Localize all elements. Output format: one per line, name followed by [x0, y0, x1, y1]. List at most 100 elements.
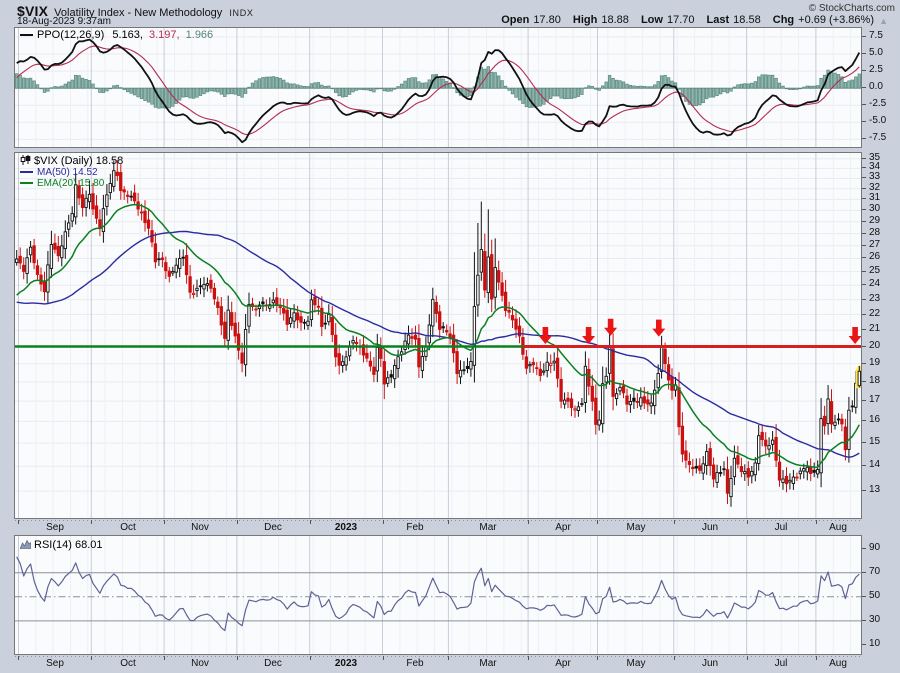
y-tick-mark	[862, 363, 866, 364]
x-month-label: Dec	[264, 658, 282, 669]
chart-datetime: 18-Aug-2023 9:37am	[17, 16, 111, 27]
y-tick-mark	[862, 177, 866, 178]
x-tick-mark	[448, 656, 449, 660]
x-month-label: May	[626, 522, 646, 533]
chg-up-icon: ▲	[879, 16, 888, 26]
x-axis-months-bottom: Sep Oct Nov Dec 2023 Feb Mar Apr May Jun Jul Aug	[14, 655, 862, 671]
open-value: 17.80	[533, 14, 561, 26]
last-label: Last	[706, 14, 730, 26]
y-tick-mark	[862, 490, 866, 491]
y-tick-mark	[862, 420, 866, 421]
y-tick-label: 30	[869, 614, 881, 625]
y-tick-label: 0.0	[869, 81, 883, 92]
x-month-label: Feb	[406, 522, 424, 533]
x-tick-mark	[448, 520, 449, 524]
x-month-label: Apr	[555, 522, 571, 533]
x-tick-mark	[91, 520, 92, 524]
y-tick-label: 90	[869, 542, 881, 553]
x-month-label: Jun	[701, 658, 719, 669]
y-tick-label: 13	[869, 484, 881, 495]
y-tick-label: -2.5	[869, 98, 887, 109]
y-tick-label: 30	[869, 203, 881, 214]
y-tick-label: 28	[869, 227, 881, 238]
high-label: High	[572, 14, 598, 26]
open-label: Open	[501, 14, 530, 26]
y-tick-mark	[862, 209, 866, 210]
y-tick-label: 24	[869, 278, 881, 289]
y-tick-mark	[862, 329, 866, 330]
x-axis-tick-dots	[15, 656, 861, 657]
x-month-label: Feb	[406, 658, 424, 669]
x-tick-mark	[674, 520, 675, 524]
x-tick-mark	[237, 656, 238, 660]
y-tick-mark	[862, 257, 866, 258]
x-month-label: Apr	[555, 658, 571, 669]
chart-header: $VIX Volatility Index - New Methodology IN…	[17, 3, 254, 21]
y-tick-label: 23	[869, 293, 881, 304]
chg-label: Chg	[772, 14, 795, 26]
y-tick-mark	[862, 381, 866, 382]
low-label: Low	[640, 14, 663, 26]
down-arrow-annotation	[652, 319, 666, 337]
x-tick-mark	[816, 520, 817, 524]
price-y-axis: 35 34 33 32 31 30 29 28 27 26 25 24 23 22 21 20 19 18 17 16…	[862, 152, 900, 519]
y-tick-label: 20	[869, 340, 881, 351]
y-tick-label: 26	[869, 251, 881, 262]
y-tick-label: 25	[869, 265, 881, 276]
y-tick-label: 22	[869, 308, 881, 319]
y-tick-mark	[862, 572, 866, 573]
y-tick-mark	[862, 138, 866, 139]
y-tick-label: 70	[869, 566, 881, 577]
y-tick-mark	[862, 221, 866, 222]
x-tick-mark	[383, 520, 384, 524]
x-tick-mark	[597, 520, 598, 524]
y-tick-mark	[862, 644, 866, 645]
x-month-label: Jun	[701, 522, 719, 533]
low-value: 17.70	[666, 14, 695, 26]
price-panel	[14, 152, 862, 519]
y-tick-mark	[862, 87, 866, 88]
y-tick-label: 31	[869, 192, 881, 203]
y-tick-mark	[862, 245, 866, 246]
x-tick-mark	[528, 656, 529, 660]
y-tick-mark	[862, 620, 866, 621]
y-tick-mark	[862, 400, 866, 401]
y-tick-mark	[862, 548, 866, 549]
y-tick-label: 14	[869, 459, 881, 470]
x-tick-mark	[18, 656, 19, 660]
y-tick-label: 34	[869, 161, 881, 172]
symbol-name: Volatility Index - New Methodology	[54, 7, 223, 19]
y-tick-mark	[862, 53, 866, 54]
y-tick-mark	[862, 442, 866, 443]
chg-value: +0.69 (+3.86%)	[798, 14, 874, 26]
symbol: $VIX	[17, 3, 49, 19]
x-month-label: Jul	[774, 658, 788, 669]
rsi-panel	[14, 535, 862, 655]
symbol-exchange: INDX	[229, 8, 254, 18]
x-axis-tick-dots	[15, 520, 861, 521]
y-tick-label: 17	[869, 394, 881, 405]
x-tick-mark	[816, 656, 817, 660]
x-month-label: Nov	[191, 522, 209, 533]
y-tick-mark	[862, 70, 866, 71]
x-tick-mark	[164, 520, 165, 524]
x-tick-mark	[237, 520, 238, 524]
x-tick-mark	[674, 656, 675, 660]
down-arrow-annotation	[538, 327, 552, 344]
high-value: 18.88	[601, 14, 629, 26]
x-month-label: 2023	[334, 522, 358, 533]
y-tick-mark	[862, 346, 866, 347]
x-month-label: Aug	[829, 522, 847, 533]
y-tick-mark	[862, 465, 866, 466]
main-panel-svg	[15, 153, 861, 518]
y-tick-mark	[862, 596, 866, 597]
y-tick-mark	[862, 314, 866, 315]
x-tick-mark	[310, 656, 311, 660]
x-tick-mark	[383, 656, 384, 660]
x-month-label: Dec	[264, 522, 282, 533]
down-arrow-annotation	[582, 327, 596, 344]
y-tick-mark	[862, 271, 866, 272]
x-tick-mark	[18, 520, 19, 524]
x-month-label: Sep	[46, 658, 64, 669]
x-month-label: Mar	[479, 658, 497, 669]
